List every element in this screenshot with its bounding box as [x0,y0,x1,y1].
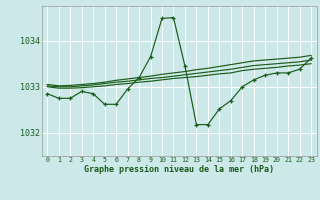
X-axis label: Graphe pression niveau de la mer (hPa): Graphe pression niveau de la mer (hPa) [84,165,274,174]
